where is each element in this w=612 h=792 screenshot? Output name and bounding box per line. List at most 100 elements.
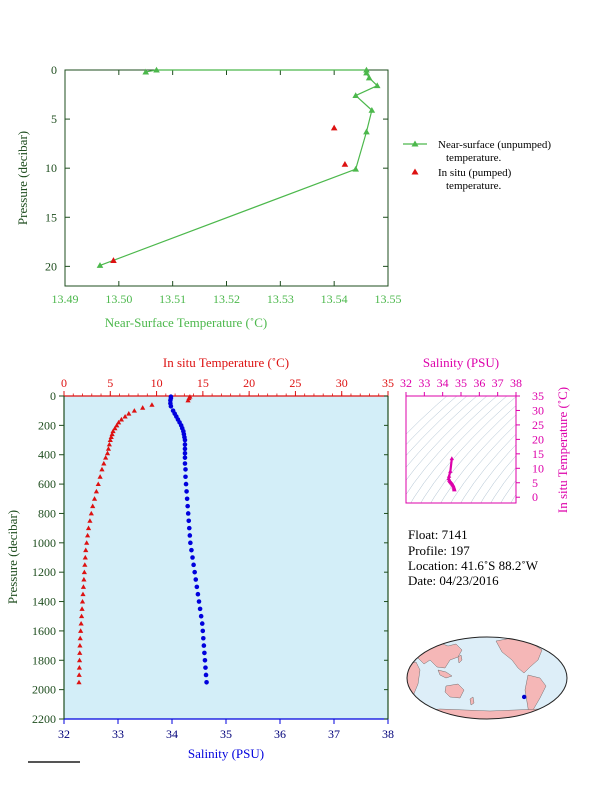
profile-date: Date: 04/23/2016	[408, 573, 499, 588]
temperature-point	[109, 431, 115, 437]
profile-temp-tick-label: 30	[336, 376, 348, 390]
salinity-point	[187, 533, 193, 538]
ts-x-tick-label: 35	[455, 376, 467, 390]
temperature-point	[116, 419, 122, 425]
float-location: Location: 41.6˚S 88.2˚W	[408, 558, 539, 573]
profile-bottom-axis-label: Salinity (PSU)	[188, 746, 264, 761]
ts-x-tick-label: 36	[473, 376, 485, 390]
temperature-point	[80, 591, 86, 597]
density-contour	[596, 388, 612, 511]
ts-y-tick-label: 0	[532, 490, 538, 504]
profile-temp-tick-label: 5	[107, 376, 113, 390]
float-number: Float: 7141	[408, 527, 468, 542]
ts-y-tick-label: 25	[532, 418, 544, 432]
density-contour	[500, 479, 516, 503]
profile-salinity-tick-label: 37	[328, 727, 340, 741]
ts-point	[452, 487, 457, 492]
density-contour	[576, 388, 612, 511]
footer-stamp	[28, 761, 80, 763]
temperature-point	[185, 397, 191, 403]
temperature-point	[81, 569, 87, 575]
float-location-marker	[521, 694, 527, 700]
salinity-point	[200, 628, 206, 634]
temperature-point	[97, 474, 103, 479]
salinity-point	[203, 672, 209, 678]
salinity-point	[184, 496, 190, 502]
near-surface-legend: Near-surface (unpumped) temperature. In …	[403, 139, 551, 192]
profile-salinity-tick-label: 35	[220, 727, 232, 741]
legend-marker-in-situ	[411, 168, 419, 175]
temperature-point	[83, 547, 89, 553]
near-surface-chart: 13.49 13.50 13.51 13.52 13.53 13.54 13.55 0 5 10 1…	[15, 63, 551, 330]
temperature-point	[82, 562, 88, 567]
ts-x-axis-label: Salinity (PSU)	[423, 355, 499, 370]
profile-y-tick-label: 1200	[32, 565, 56, 579]
density-contour	[480, 455, 516, 503]
temperature-point	[77, 642, 83, 648]
profile-temp-tick-label: 0	[61, 376, 67, 390]
profile-y-tick-label: 0	[50, 389, 56, 403]
salinity-point	[183, 467, 188, 472]
near-surface-point	[96, 262, 104, 268]
profile-temp-tick-label: 10	[151, 376, 163, 390]
near-surface-x-tick-label: 13.54	[321, 292, 348, 306]
temperature-point	[110, 428, 116, 434]
salinity-point	[183, 474, 188, 480]
near-surface-point	[363, 69, 370, 76]
salinity-point	[197, 606, 203, 612]
salinity-point	[189, 547, 194, 553]
temperature-point	[126, 411, 132, 416]
salinity-point	[196, 599, 202, 604]
temperature-point	[76, 657, 83, 663]
density-contour	[460, 433, 516, 503]
ts-x-tick-label: 38	[510, 376, 522, 390]
legend-marker-near-surface	[411, 140, 419, 147]
density-contour	[566, 388, 612, 511]
temperature-point	[84, 540, 90, 545]
in-situ-point	[330, 124, 338, 131]
ts-y-tick-label: 5	[532, 476, 538, 490]
ts-y-tick-label: 10	[532, 461, 544, 475]
temperature-point	[82, 554, 88, 560]
ts-y-tick-label: 30	[532, 403, 544, 417]
near-surface-x-tick-label: 13.53	[267, 292, 294, 306]
landmass-indonesia	[437, 669, 453, 679]
temperature-point	[106, 441, 112, 447]
temperature-point	[88, 510, 94, 516]
temperature-point	[81, 576, 87, 582]
temperature-point	[112, 425, 118, 431]
profile-y-tick-label: 800	[38, 506, 56, 520]
temperature-point	[95, 481, 101, 487]
profile-y-tick-label: 1800	[32, 653, 56, 667]
profile-plot-background	[64, 396, 388, 719]
landmass-australia	[444, 683, 465, 699]
temperature-point	[78, 613, 85, 619]
profile-chart: 0 5 10 15 20 25 30 35 32 33 34 35 36 37 38 0 200 400 600 80…	[5, 355, 394, 761]
salinity-point	[194, 584, 200, 590]
temperature-point	[99, 466, 105, 472]
temperature-point	[79, 606, 85, 611]
temperature-point	[101, 460, 107, 466]
salinity-point	[202, 657, 208, 663]
ts-point	[448, 468, 453, 473]
ts-x-tick-label: 32	[400, 376, 412, 390]
ts-y-tick-label: 35	[532, 389, 544, 403]
temperature-point	[122, 413, 128, 419]
salinity-point	[190, 555, 195, 560]
ts-x-tick-label: 33	[418, 376, 430, 390]
ts-y-tick-label: 15	[532, 447, 544, 461]
temperature-point	[80, 584, 87, 589]
profile-temp-tick-label: 15	[197, 376, 209, 390]
near-surface-y-tick-label: 10	[45, 161, 57, 175]
near-surface-point	[363, 128, 370, 135]
temperature-point	[87, 518, 93, 523]
profile-y-tick-label: 600	[38, 477, 56, 491]
temperature-point	[76, 665, 82, 670]
profile-salinity-tick-label: 38	[382, 727, 394, 741]
profile-y-axis-label: Pressure (decibar)	[5, 510, 20, 604]
near-surface-y-tick-label: 0	[51, 63, 57, 77]
temperature-point	[85, 525, 92, 531]
in-situ-point	[341, 160, 349, 167]
temperature-point	[114, 422, 120, 428]
